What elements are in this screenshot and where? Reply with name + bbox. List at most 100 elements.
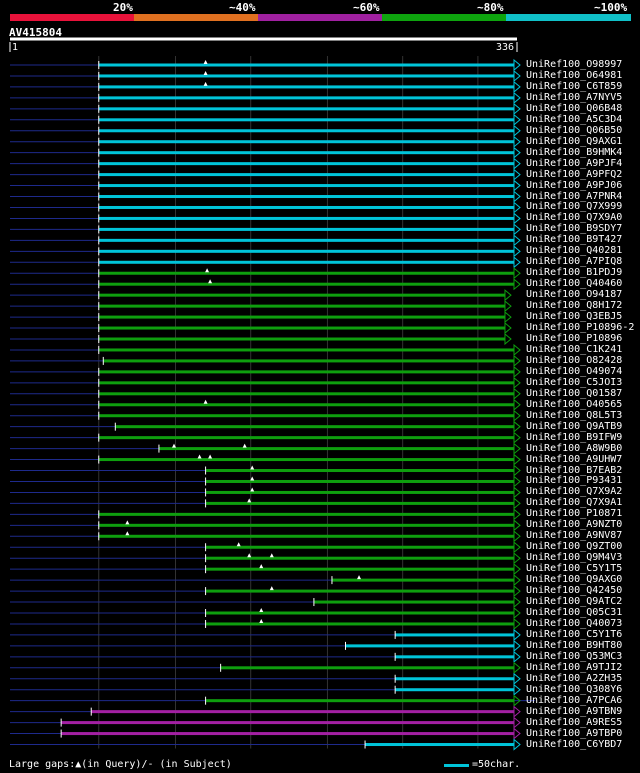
hit-arrow xyxy=(513,519,521,532)
hit-label[interactable]: UniRef100_Q40073 xyxy=(526,617,623,629)
hit-label[interactable]: UniRef100_B9HT80 xyxy=(526,639,623,651)
hit-bar xyxy=(205,490,514,494)
hit-label[interactable]: UniRef100_O40565 xyxy=(526,398,623,410)
hit-label[interactable]: UniRef100_A7PIQ8 xyxy=(526,256,623,268)
hit-bar xyxy=(61,721,515,725)
hit-label[interactable]: UniRef100_A5C3D4 xyxy=(526,113,623,125)
hit-arrow xyxy=(513,135,521,148)
hit-bar xyxy=(205,699,514,703)
hit-label[interactable]: UniRef100_A9TJI2 xyxy=(526,661,623,673)
hit-label[interactable]: UniRef100_Q40460 xyxy=(526,278,623,290)
hit-label[interactable]: UniRef100_A9PJF4 xyxy=(526,157,623,169)
hit-label[interactable]: UniRef100_Q7X999 xyxy=(526,201,623,213)
hit-bar xyxy=(98,381,515,385)
hit-label[interactable]: UniRef100_Q3EBJ5 xyxy=(526,311,623,323)
hit-label[interactable]: UniRef100_Q01587 xyxy=(526,387,623,399)
hit-label[interactable]: UniRef100_Q40281 xyxy=(526,245,623,257)
hit-arrow xyxy=(513,212,521,225)
hit-bar xyxy=(205,567,514,571)
hit-label[interactable]: UniRef100_B9SDY7 xyxy=(526,223,623,235)
hit-arrow xyxy=(513,245,521,258)
hit-label[interactable]: UniRef100_O98997 xyxy=(526,59,623,70)
gap-marker xyxy=(208,454,213,459)
hit-label[interactable]: UniRef100_B9T427 xyxy=(526,234,623,246)
hit-label[interactable]: UniRef100_C5JOI3 xyxy=(526,376,623,388)
hit-bar xyxy=(98,414,515,418)
hit-label[interactable]: UniRef100_B9IFW9 xyxy=(526,431,623,443)
hit-bar xyxy=(98,326,505,330)
hit-bar xyxy=(98,523,515,527)
hit-label[interactable]: UniRef100_Q7X9A0 xyxy=(526,212,623,224)
hit-arrow xyxy=(513,387,521,400)
hit-arrow xyxy=(513,168,521,181)
hit-arrow xyxy=(513,650,521,663)
legend-swatch-40 xyxy=(134,14,258,21)
scale-swatch xyxy=(444,764,469,767)
hit-arrow xyxy=(513,190,521,203)
hit-label[interactable]: UniRef100_A9TBP0 xyxy=(526,727,623,739)
hit-label[interactable]: UniRef100_P10896-2 xyxy=(526,322,635,334)
hit-label[interactable]: UniRef100_Q7X9A2 xyxy=(526,486,623,498)
hit-label[interactable]: UniRef100_A7PCA6 xyxy=(526,694,623,706)
hit-label[interactable]: UniRef100_B1PDJ9 xyxy=(526,267,623,279)
hit-label[interactable]: UniRef100_A9TBN9 xyxy=(526,705,623,717)
hit-arrow xyxy=(513,497,521,510)
hit-bar xyxy=(98,392,515,396)
hit-label[interactable]: UniRef100_P10871 xyxy=(526,508,623,520)
hit-bar xyxy=(98,216,515,220)
hit-label[interactable]: UniRef100_Q8H172 xyxy=(526,300,623,312)
hit-label[interactable]: UniRef100_Q9AXG0 xyxy=(526,574,623,586)
hit-label[interactable]: UniRef100_B9HMK4 xyxy=(526,146,623,158)
hit-label[interactable]: UniRef100_P93431 xyxy=(526,475,623,487)
hit-label[interactable]: UniRef100_Q8L5T3 xyxy=(526,409,623,421)
hit-label[interactable]: UniRef100_C6YBD7 xyxy=(526,738,623,750)
hit-bar xyxy=(98,162,515,166)
hit-arrow xyxy=(513,398,521,411)
hit-label[interactable]: UniRef100_Q9M4V3 xyxy=(526,552,623,564)
hit-label[interactable]: UniRef100_Q308Y6 xyxy=(526,683,623,695)
hit-label[interactable]: UniRef100_Q53MC3 xyxy=(526,650,623,662)
hit-label[interactable]: UniRef100_Q05C31 xyxy=(526,607,623,618)
hit-arrow xyxy=(513,234,521,247)
hit-label[interactable]: UniRef100_A8W9B0 xyxy=(526,442,623,454)
hit-label[interactable]: UniRef100_B7EAB2 xyxy=(526,464,623,476)
hit-arrow xyxy=(513,267,521,280)
hit-label[interactable]: UniRef100_C5Y1T6 xyxy=(526,628,623,640)
hit-bar xyxy=(115,425,515,429)
hit-label[interactable]: UniRef100_Q9ZT00 xyxy=(526,541,623,553)
hit-label[interactable]: UniRef100_A2ZH35 xyxy=(526,672,623,684)
hit-label[interactable]: UniRef100_O49074 xyxy=(526,365,623,377)
hit-label[interactable]: UniRef100_A7PNR4 xyxy=(526,190,623,202)
hit-label[interactable]: UniRef100_O82428 xyxy=(526,354,623,366)
hit-label[interactable]: UniRef100_A9PFQ2 xyxy=(526,168,623,180)
hit-label[interactable]: UniRef100_A9PJ06 xyxy=(526,179,623,191)
hit-bar xyxy=(98,195,515,199)
hit-bar xyxy=(205,545,514,549)
hit-bar xyxy=(313,600,514,604)
hit-bar xyxy=(98,436,515,440)
hit-label[interactable]: UniRef100_Q9ATC2 xyxy=(526,596,623,608)
hit-label[interactable]: UniRef100_Q9AXG1 xyxy=(526,135,623,147)
hit-label[interactable]: UniRef100_A9RES5 xyxy=(526,716,623,728)
hit-label[interactable]: UniRef100_Q06B48 xyxy=(526,102,623,114)
hit-label[interactable]: UniRef100_Q7X9A1 xyxy=(526,497,623,509)
hit-label[interactable]: UniRef100_O94187 xyxy=(526,289,623,301)
hit-bar xyxy=(98,260,515,264)
hit-label[interactable]: UniRef100_P10896 xyxy=(526,333,623,344)
hit-bar xyxy=(365,743,514,747)
hit-label[interactable]: UniRef100_C1K241 xyxy=(526,343,623,355)
hit-label[interactable]: UniRef100_O64981 xyxy=(526,69,623,81)
hit-label[interactable]: UniRef100_Q42450 xyxy=(526,585,623,597)
hit-label[interactable]: UniRef100_A9UHW7 xyxy=(526,453,623,465)
hit-label[interactable]: UniRef100_A9NZT0 xyxy=(526,519,623,531)
hit-bar xyxy=(98,271,515,275)
hit-label[interactable]: UniRef100_A7NYV5 xyxy=(526,91,623,103)
hit-label[interactable]: UniRef100_C6T859 xyxy=(526,80,623,92)
query-start-label: 1 xyxy=(12,42,19,53)
hit-bar xyxy=(98,129,515,133)
hit-label[interactable]: UniRef100_A9NV87 xyxy=(526,530,623,542)
hit-label[interactable]: UniRef100_Q06B50 xyxy=(526,124,623,136)
hit-arrow xyxy=(504,311,512,324)
hit-label[interactable]: UniRef100_C5Y1T5 xyxy=(526,563,623,575)
hit-label[interactable]: UniRef100_Q9ATB9 xyxy=(526,420,623,432)
